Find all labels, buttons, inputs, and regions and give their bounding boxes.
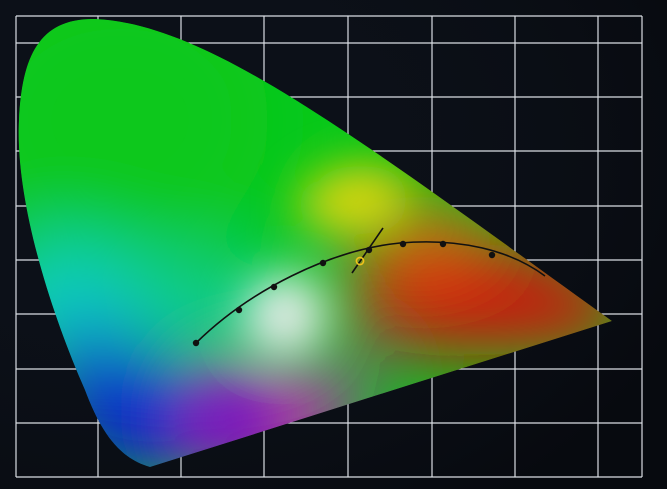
locus-point bbox=[365, 246, 373, 254]
current-point-marker bbox=[355, 256, 365, 266]
spectral-locus bbox=[18, 18, 613, 468]
locus-point bbox=[192, 339, 200, 347]
planckian-locus bbox=[192, 227, 546, 347]
locus-point bbox=[399, 240, 407, 248]
locus-point bbox=[488, 251, 496, 259]
locus-point bbox=[319, 259, 327, 267]
locus-point bbox=[270, 283, 278, 291]
planckian-curve bbox=[195, 241, 546, 344]
white-point-glow bbox=[245, 275, 325, 355]
yellow-green-blend bbox=[295, 180, 355, 230]
green-region bbox=[18, 18, 270, 250]
locus-point bbox=[439, 240, 447, 248]
locus-point bbox=[235, 306, 243, 314]
